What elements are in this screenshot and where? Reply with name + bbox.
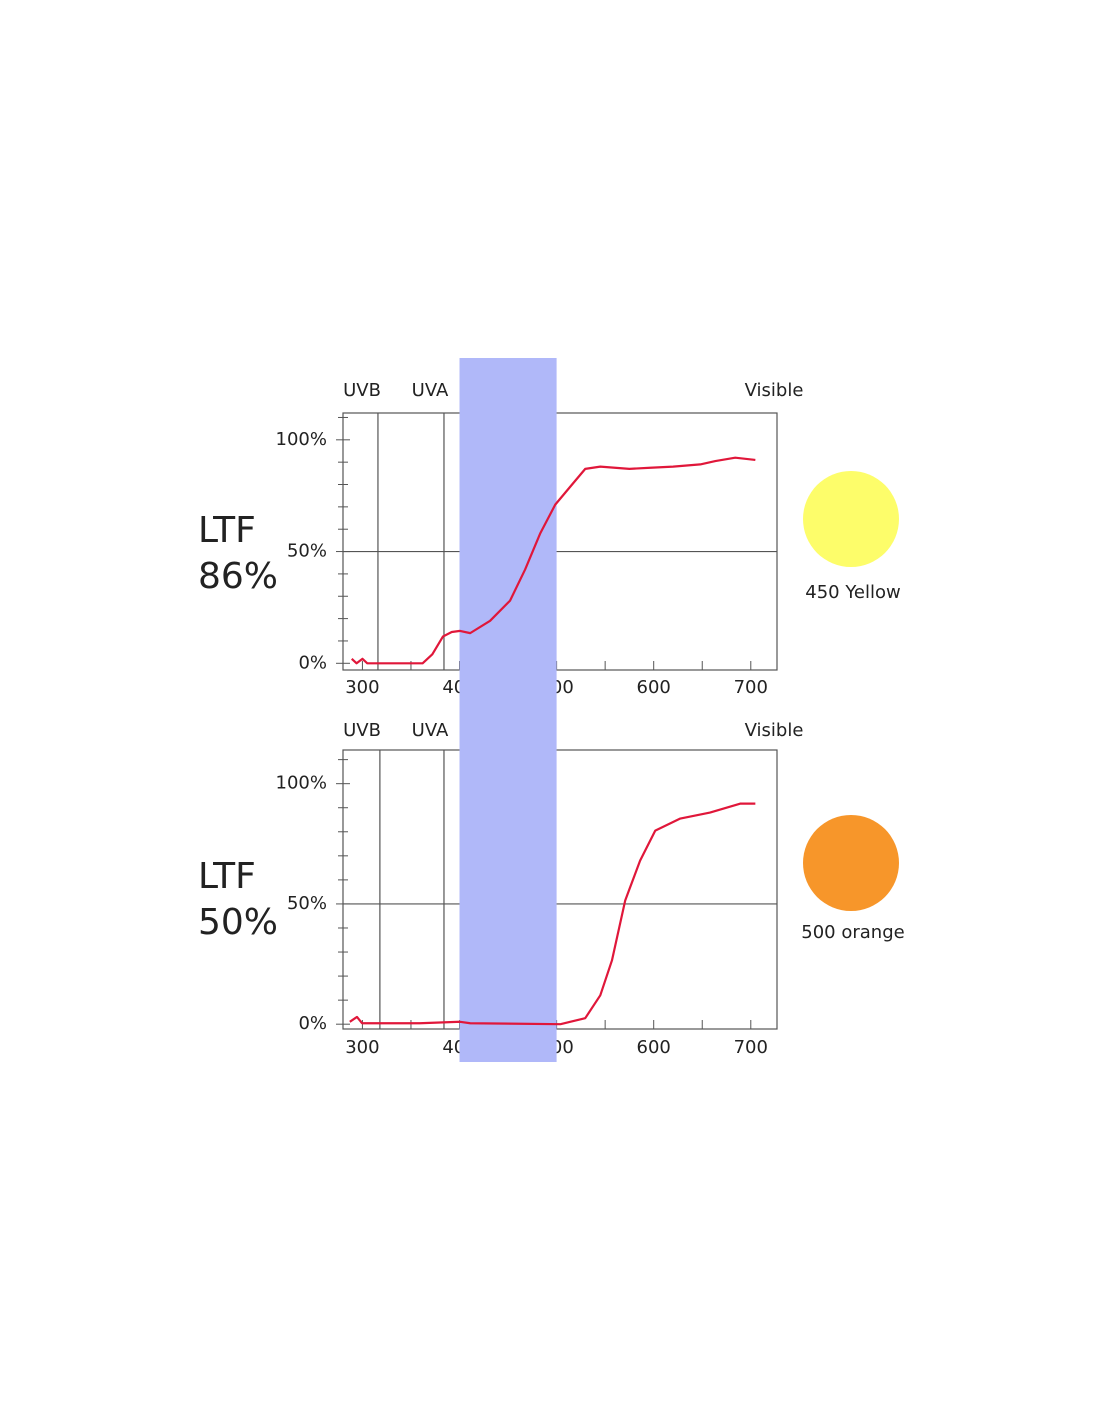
plot-frame [342, 412, 778, 671]
y-tick-label: 100% [276, 429, 327, 450]
ltf-label: LTF [198, 856, 256, 897]
ltf-label: LTF [198, 510, 256, 551]
color-swatch [803, 471, 899, 567]
x-tick-label: 600 [637, 677, 671, 698]
axes-layer: 0%50%100%300400500600700UVBUVAVisibleLTF… [198, 380, 905, 1058]
data-line [349, 802, 756, 1026]
x-tick-label: 600 [637, 1037, 671, 1058]
region-label: Visible [745, 380, 804, 401]
region-label: UVA [412, 720, 449, 741]
y-tick-label: 50% [287, 893, 327, 914]
y-tick-label: 0% [298, 652, 327, 673]
region-label: UVA [412, 380, 449, 401]
x-tick-label: 700 [734, 1037, 768, 1058]
color-swatch [803, 815, 899, 911]
data-line [350, 456, 756, 665]
x-tick-label: 300 [345, 677, 379, 698]
x-tick-label: 700 [734, 677, 768, 698]
ltf-label: 86% [198, 556, 278, 597]
swatch-label: 500 orange [801, 922, 904, 943]
y-tick-label: 50% [287, 541, 327, 562]
region-label: Visible [745, 720, 804, 741]
y-tick-label: 100% [276, 773, 327, 794]
highlight-band [459, 358, 557, 1062]
plot-frame [342, 749, 778, 1030]
x-tick-label: 300 [345, 1037, 379, 1058]
region-label: UVB [343, 380, 381, 401]
band-layer [459, 358, 557, 1062]
data-layer [349, 456, 756, 1026]
region-label: UVB [343, 720, 381, 741]
swatch-label: 450 Yellow [805, 582, 901, 603]
y-tick-label: 0% [298, 1013, 327, 1034]
ltf-label: 50% [198, 902, 278, 943]
